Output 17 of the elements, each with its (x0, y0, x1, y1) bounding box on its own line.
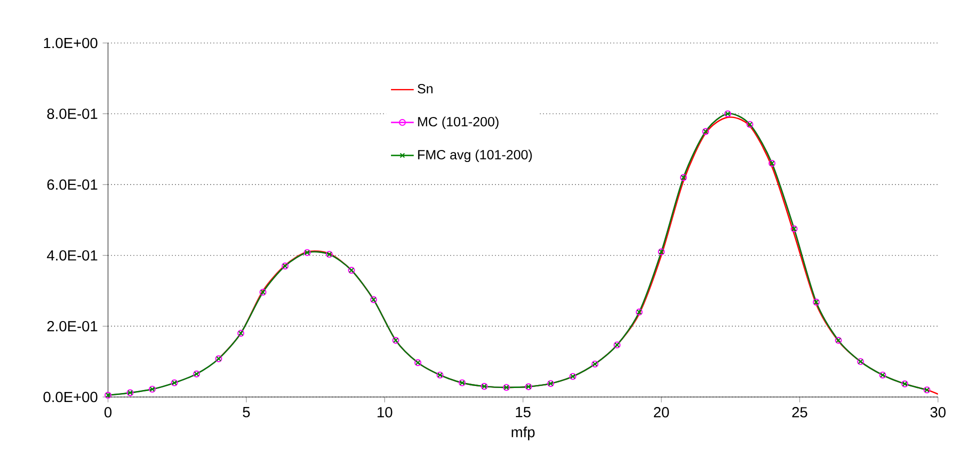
x-tick-label: 30 (930, 407, 946, 418)
x-tick-label: 25 (792, 407, 808, 418)
x-axis-title: mfp (512, 426, 535, 440)
y-tick-label: 1.0E+00 (44, 38, 98, 48)
y-tick-label: 4.0E-01 (46, 250, 98, 261)
y-tick-label: 8.0E-01 (47, 108, 98, 119)
x-tick-label: 10 (378, 407, 392, 418)
x-tick-label: 20 (654, 407, 669, 418)
legend-label: FMC avg (101-200) (418, 150, 532, 162)
y-tick-label: 6.0E-01 (47, 179, 98, 190)
legend-label: Sn (418, 84, 433, 94)
y-tick-label: 0.0E+00 (43, 392, 98, 402)
legend-label: MC (101-200) (418, 116, 498, 130)
y-tick-label: 2.0E-01 (47, 321, 98, 332)
x-tick-label: 5 (242, 407, 250, 418)
x-tick-label: 15 (516, 407, 531, 418)
x-tick-label: 0 (104, 407, 112, 418)
